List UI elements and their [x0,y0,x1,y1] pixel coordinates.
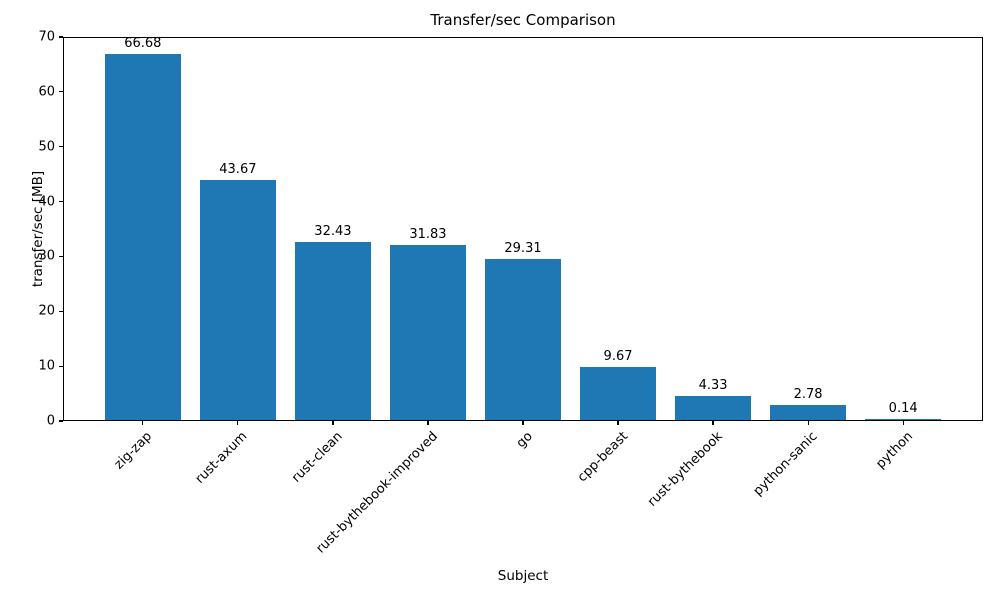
y-tick-mark [59,36,63,38]
bar [865,418,942,420]
bar-value-label: 32.43 [314,224,352,240]
bar [770,404,847,420]
x-tick-mark [712,421,714,425]
bar [580,366,657,420]
bar-value-label: 31.83 [409,227,447,243]
y-tick-mark [59,255,63,258]
y-tick-label: 0 [46,413,55,429]
bar-value-label: 9.67 [603,348,633,364]
x-tick-mark [332,421,334,425]
bar-value-label: 29.31 [504,241,542,257]
bar [675,396,752,420]
bar-value-label: 4.33 [698,378,728,394]
bar-value-label: 43.67 [219,162,257,178]
chart-title: Transfer/sec Comparison [430,11,616,29]
x-tick-mark [142,421,144,425]
x-tick-label: rust-clean [288,429,346,486]
x-tick-mark [807,421,809,425]
y-tick-label: 50 [38,139,55,155]
y-tick-mark [59,365,63,367]
x-tick-mark [427,421,429,425]
x-tick-label: rust-bythebook [645,429,726,510]
y-tick-label: 30 [38,248,55,264]
y-tick-label: 10 [38,358,55,374]
y-tick-label: 70 [38,29,55,45]
x-tick-mark [522,421,524,425]
x-tick-label: python [873,429,916,472]
y-axis-label: transfer/sec [MB] [30,170,46,288]
bar-value-label: 66.68 [124,36,162,52]
y-tick-label: 20 [38,303,55,319]
bar [485,259,561,420]
bar-value-label: 2.78 [793,386,823,402]
y-tick-mark [59,420,63,422]
x-tick-label: go [513,429,536,452]
y-tick-mark [59,200,63,203]
bar-value-label: 0.14 [888,400,918,416]
y-tick-mark [59,146,63,148]
bar [389,245,466,420]
x-axis-label: Subject [497,568,549,584]
x-tick-label: rust-axum [192,429,251,487]
y-tick-label: 40 [38,194,55,210]
x-tick-label: cpp-beast [574,429,631,486]
y-tick-label: 60 [38,84,55,100]
bar [199,180,276,420]
x-tick-label: python-sanic [750,429,821,499]
bar [294,242,371,420]
x-tick-mark [902,421,904,425]
x-tick-mark [617,421,619,425]
y-tick-mark [59,310,63,312]
x-tick-mark [237,421,239,425]
x-tick-label: zig-zap [112,429,156,473]
y-tick-mark [59,91,63,93]
bar [104,54,181,420]
